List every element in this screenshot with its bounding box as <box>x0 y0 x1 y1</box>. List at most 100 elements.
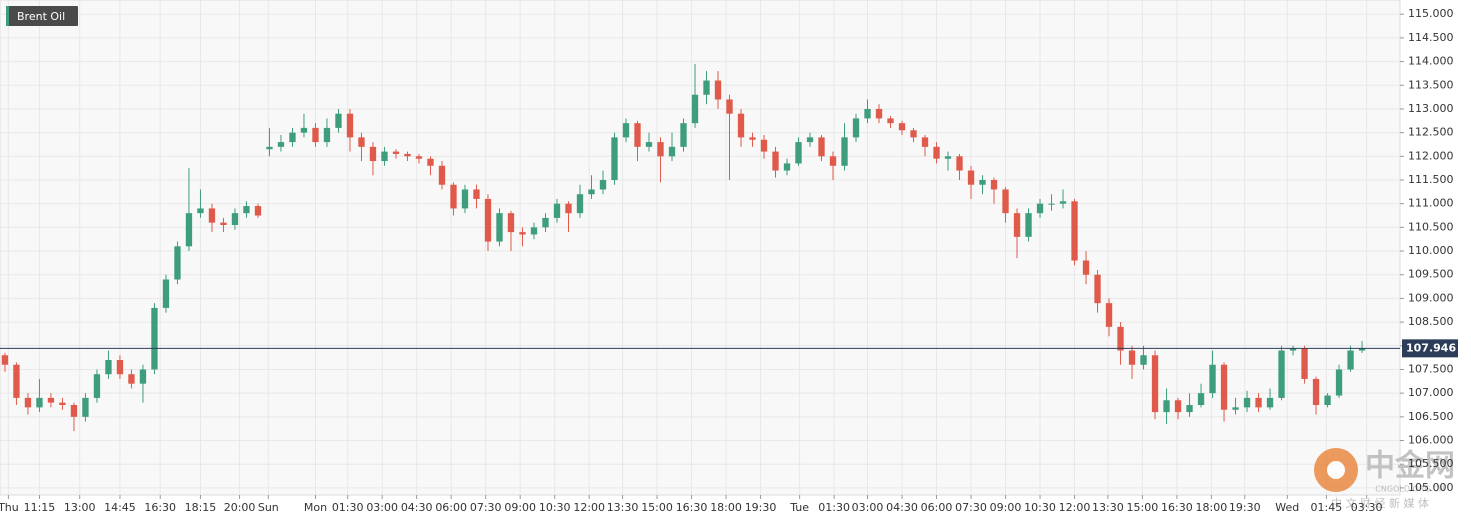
candle-body <box>1209 364 1216 394</box>
candle-body <box>1347 350 1354 370</box>
x-tick-label: 03:00 <box>852 501 884 514</box>
x-tick-label: 06:00 <box>435 501 467 514</box>
candle-body <box>887 118 894 124</box>
candle-body <box>530 227 538 235</box>
candle-body <box>1232 407 1239 410</box>
candle-body <box>1289 348 1297 351</box>
current-price-box <box>1402 339 1458 358</box>
candle-body <box>335 113 342 128</box>
candle-body <box>105 360 112 375</box>
candle-body <box>737 113 745 138</box>
x-tick-label: 09:00 <box>504 501 536 514</box>
candle-body <box>1255 397 1262 408</box>
candle-body <box>139 369 147 384</box>
y-tick-label: 111.000 <box>1408 197 1454 210</box>
candle-body <box>496 213 503 242</box>
candle-body <box>553 203 561 218</box>
current-price-label: 107.946 <box>1406 341 1456 354</box>
y-tick-label: 109.500 <box>1408 268 1454 281</box>
candle-body <box>415 156 423 159</box>
candle-body <box>1174 400 1182 413</box>
x-tick-label: 01:45 <box>1311 501 1343 514</box>
candle-body <box>174 246 181 280</box>
candle-body <box>47 397 55 403</box>
candle-body <box>392 151 400 154</box>
candle-body <box>70 405 78 417</box>
candle-body <box>806 137 814 143</box>
candle-body <box>243 206 250 214</box>
x-tick-label: 04:30 <box>401 501 433 514</box>
candle-body <box>760 139 768 152</box>
candle-body <box>599 180 607 190</box>
y-tick-label: 105.000 <box>1408 481 1454 494</box>
candle-body <box>1128 350 1136 365</box>
candle-body <box>404 153 411 157</box>
candle-body <box>1163 400 1170 413</box>
candle-body <box>151 307 158 370</box>
candle-body <box>1278 350 1285 398</box>
candle-body <box>898 123 906 131</box>
candle-body <box>749 137 756 140</box>
candle-body <box>875 108 883 119</box>
candle-body <box>162 279 170 308</box>
x-tick-label: 11:15 <box>24 501 56 514</box>
candle-body <box>289 132 296 143</box>
candle-body <box>645 142 653 147</box>
x-tick-label: 19:30 <box>745 501 777 514</box>
x-tick-label: 18:00 <box>1196 501 1228 514</box>
candle-body <box>795 142 802 164</box>
candle-body <box>852 118 860 138</box>
title-box <box>6 6 78 26</box>
candle-body <box>36 397 43 408</box>
candle-body <box>1358 348 1366 351</box>
candle-body <box>990 180 998 190</box>
x-tick-label: 01:30 <box>332 501 364 514</box>
candle-body <box>1059 201 1067 204</box>
candle-body <box>576 194 584 214</box>
candle-body <box>657 142 664 157</box>
candle-body <box>461 189 469 209</box>
y-tick-label: 114.500 <box>1408 31 1454 44</box>
x-tick-label: 12:00 <box>573 501 605 514</box>
candle-body <box>277 142 285 147</box>
candle-body <box>921 137 929 147</box>
x-tick-label: 18:15 <box>185 501 217 514</box>
x-tick-label: Wed <box>1275 501 1299 514</box>
candle-body <box>726 99 733 114</box>
candle-body <box>381 151 388 162</box>
candle-body <box>956 156 963 171</box>
candle-body <box>979 180 986 185</box>
candle-body <box>266 146 273 150</box>
title-accent <box>6 6 9 26</box>
watermark: 中金网 CNGOLD.ORG.CN 中 文 财 经 新 媒 体 <box>1314 448 1455 510</box>
x-tick-label: Thu <box>0 501 19 514</box>
candle-body <box>1 355 9 365</box>
watermark-name: 中金网 <box>1365 449 1455 484</box>
y-tick-label: 106.000 <box>1408 434 1454 447</box>
candle-body <box>829 156 837 166</box>
x-tick-label: 03:30 <box>1351 501 1383 514</box>
candle-body <box>59 402 66 405</box>
chart-title: Brent Oil <box>17 10 65 23</box>
candle-body <box>1301 348 1308 379</box>
candle-body <box>1324 395 1331 405</box>
candle-body <box>93 374 101 398</box>
plot-area <box>0 0 1401 496</box>
candle-body <box>1013 213 1021 237</box>
candle-body <box>1048 203 1055 205</box>
x-tick-label: Sun <box>258 501 279 514</box>
y-tick-label: 115.000 <box>1408 7 1454 20</box>
candle-body <box>565 203 572 214</box>
candle-body <box>208 208 216 223</box>
candle-body <box>1312 378 1320 405</box>
candle-body <box>910 130 917 138</box>
y-tick-label: 105.500 <box>1408 457 1454 470</box>
y-tick-label: 111.500 <box>1408 173 1454 186</box>
x-tick-label: 01:30 <box>818 501 850 514</box>
y-tick-label: 114.000 <box>1408 55 1454 68</box>
x-tick-label: 07:30 <box>470 501 502 514</box>
candle-body <box>944 156 952 159</box>
x-tick-label: 20:00 <box>224 501 256 514</box>
candle-body <box>703 80 710 95</box>
